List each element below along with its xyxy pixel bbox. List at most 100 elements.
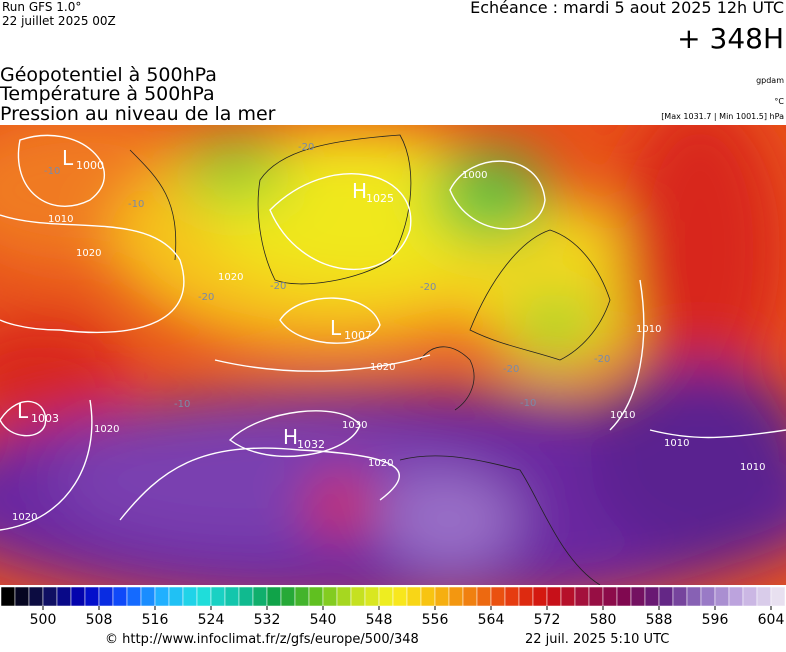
lead-time: + 348H [677, 22, 784, 55]
pressure-letter: H [283, 425, 298, 449]
colorbar-cell [224, 586, 240, 607]
colorbar-cell [238, 586, 254, 607]
colorbar-cell [560, 586, 576, 607]
unit: °C [774, 97, 784, 106]
colorbar-cell [252, 586, 268, 607]
temperature-label: -20 [198, 292, 214, 303]
colorbar-cell [322, 586, 338, 607]
isobar-label: 1020 [368, 458, 393, 469]
colorbar-tick-label: 556 [422, 612, 449, 628]
colorbar-cell [350, 586, 366, 607]
colorbar-cell [588, 586, 604, 607]
colorbar-cell [42, 586, 58, 607]
colorbar-cell [70, 586, 86, 607]
pressure-letter: H [352, 179, 367, 203]
title: Température à 500hPa [0, 83, 215, 105]
colorbar-cell [672, 586, 688, 607]
pressure-letter: L [17, 399, 29, 423]
temperature-label: -10 [44, 166, 60, 177]
pressure-value: 1032 [297, 438, 325, 451]
colorbar-cell [28, 586, 44, 607]
colorbar-cell [630, 586, 646, 607]
isobar-label: 1010 [48, 214, 73, 225]
colorbar-cell [756, 586, 772, 607]
colorbar-cell [0, 586, 16, 607]
colorbar-tick-label: 580 [590, 612, 617, 628]
pressure-value: 1007 [344, 329, 372, 342]
colorbar-cell [168, 586, 184, 607]
isobar-label: 1000 [462, 170, 487, 181]
colorbar-cell [98, 586, 114, 607]
pressure-letter: L [62, 146, 74, 170]
pressure-letter: L [330, 316, 342, 340]
colorbar-tick-label: 508 [86, 612, 113, 628]
colorbar-cell [686, 586, 702, 607]
colorbar-cell [714, 586, 730, 607]
colorbar-cell [644, 586, 660, 607]
isobar-label: 1020 [370, 362, 395, 373]
title: Pression au niveau de la mer [0, 103, 276, 125]
colorbar-cell [154, 586, 170, 607]
colorbar-tick-label: 564 [478, 612, 505, 628]
isobar-label: 1010 [610, 410, 635, 421]
colorbar-cell [364, 586, 380, 607]
run-date: 22 juillet 2025 00Z [2, 14, 116, 28]
colorbar-cell [336, 586, 352, 607]
unit: gpdam [756, 76, 784, 85]
colorbar-cell [518, 586, 534, 607]
colorbar-cell [602, 586, 618, 607]
colorbar-tick-label: 588 [646, 612, 673, 628]
colorbar-cell [406, 586, 422, 607]
colorbar-cell [770, 586, 786, 607]
footer-url: © http://www.infoclimat.fr/z/gfs/europe/… [105, 632, 419, 647]
unit: [Max 1031.7 | Min 1001.5] hPa [661, 112, 784, 121]
colorbar-tick-label: 604 [758, 612, 785, 628]
colorbar-tick-label: 524 [198, 612, 225, 628]
colorbar-tick-label: 572 [534, 612, 561, 628]
footer-time: 22 juil. 2025 5:10 UTC [525, 632, 669, 647]
isobars [0, 134, 786, 531]
colorbar-cell [546, 586, 562, 607]
temperature-label: -20 [420, 282, 436, 293]
colorbar-cell [490, 586, 506, 607]
temperature-label: -10 [520, 398, 536, 409]
colorbar-cell [728, 586, 744, 607]
colorbar-cell [420, 586, 436, 607]
colorbar-cell [14, 586, 30, 607]
colorbar-cell [294, 586, 310, 607]
colorbar-cell [210, 586, 226, 607]
colorbar-cell [462, 586, 478, 607]
echeance: Echéance : mardi 5 aout 2025 12h UTC [470, 0, 784, 17]
colorbar-cell [308, 586, 324, 607]
coastlines [129, 134, 611, 585]
run: Run GFS 1.0° [2, 0, 81, 14]
colorbar-cell [448, 586, 464, 607]
map [0, 125, 786, 585]
colorbar-cell [266, 586, 282, 607]
temperature-label: -20 [594, 354, 610, 365]
isobar-label: 1010 [740, 462, 765, 473]
isobar-label: 1030 [342, 420, 367, 431]
colorbar-tick-label: 540 [310, 612, 337, 628]
colorbar-tick-label: 596 [702, 612, 729, 628]
colorbar-cell [84, 586, 100, 607]
pressure-value: 1003 [31, 412, 59, 425]
isobar-label: 1020 [76, 248, 101, 259]
colorbar: 500 508 516 524 532 540 548 556 564 572 580 588 596 6… [0, 586, 786, 628]
temperature-label: -10 [174, 399, 190, 410]
pressure-value: 1025 [366, 192, 394, 205]
pressure-value: 1000 [76, 159, 104, 172]
colorbar-cell [504, 586, 520, 607]
colorbar-cell [532, 586, 548, 607]
colorbar-cell [742, 586, 758, 607]
isobar-label: 1020 [12, 512, 37, 523]
colorbar-cell [112, 586, 128, 607]
colorbar-cell [126, 586, 142, 607]
isobar-label: 1010 [664, 438, 689, 449]
colorbar-tick-label: 548 [366, 612, 393, 628]
isobar-label: 1020 [218, 272, 243, 283]
colorbar-cell [280, 586, 296, 607]
colorbar-cell [196, 586, 212, 607]
colorbar-tick-label: 532 [254, 612, 281, 628]
temperature-label: -20 [270, 281, 286, 292]
